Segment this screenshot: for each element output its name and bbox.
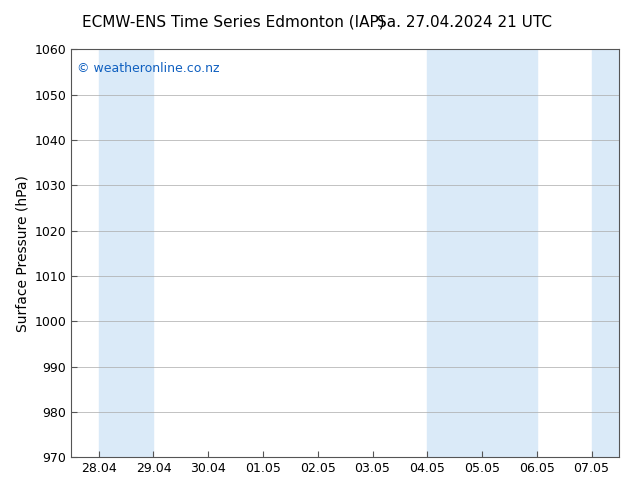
Text: Sa. 27.04.2024 21 UTC: Sa. 27.04.2024 21 UTC — [377, 15, 552, 30]
Text: © weatheronline.co.nz: © weatheronline.co.nz — [77, 62, 219, 74]
Bar — [427, 49, 537, 457]
Y-axis label: Surface Pressure (hPa): Surface Pressure (hPa) — [15, 175, 29, 332]
Text: ECMW-ENS Time Series Edmonton (IAP): ECMW-ENS Time Series Edmonton (IAP) — [82, 15, 385, 30]
Bar — [592, 49, 634, 457]
Bar — [99, 49, 153, 457]
